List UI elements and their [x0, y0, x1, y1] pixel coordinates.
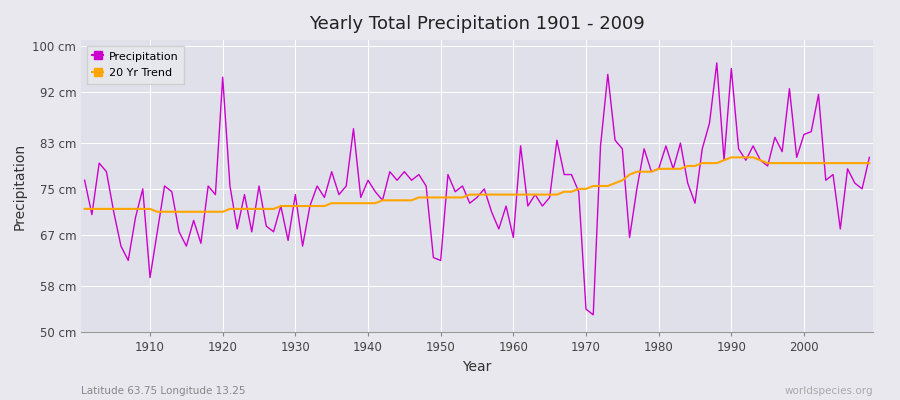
Legend: Precipitation, 20 Yr Trend: Precipitation, 20 Yr Trend	[86, 46, 184, 84]
20 Yr Trend	[602, 184, 613, 188]
20 Yr Trend	[508, 192, 518, 197]
Precipitation	[864, 155, 875, 160]
20 Yr Trend	[79, 206, 90, 211]
20 Yr Trend	[348, 201, 359, 206]
Line: Precipitation: Precipitation	[85, 63, 869, 315]
20 Yr Trend	[864, 161, 875, 166]
Text: worldspecies.org: worldspecies.org	[785, 386, 873, 396]
Title: Yearly Total Precipitation 1901 - 2009: Yearly Total Precipitation 1901 - 2009	[309, 15, 645, 33]
20 Yr Trend	[138, 206, 148, 211]
20 Yr Trend	[152, 209, 163, 214]
Line: 20 Yr Trend: 20 Yr Trend	[85, 157, 869, 212]
Precipitation	[79, 178, 90, 183]
Precipitation	[500, 204, 511, 208]
Precipitation	[138, 186, 148, 191]
20 Yr Trend	[726, 155, 737, 160]
Precipitation	[297, 244, 308, 248]
X-axis label: Year: Year	[463, 360, 491, 374]
Precipitation	[508, 235, 518, 240]
Text: Latitude 63.75 Longitude 13.25: Latitude 63.75 Longitude 13.25	[81, 386, 246, 396]
Precipitation	[711, 60, 722, 65]
20 Yr Trend	[304, 204, 315, 208]
Precipitation	[341, 184, 352, 188]
Y-axis label: Precipitation: Precipitation	[13, 142, 27, 230]
Precipitation	[588, 312, 598, 317]
Precipitation	[602, 72, 613, 77]
20 Yr Trend	[515, 192, 526, 197]
